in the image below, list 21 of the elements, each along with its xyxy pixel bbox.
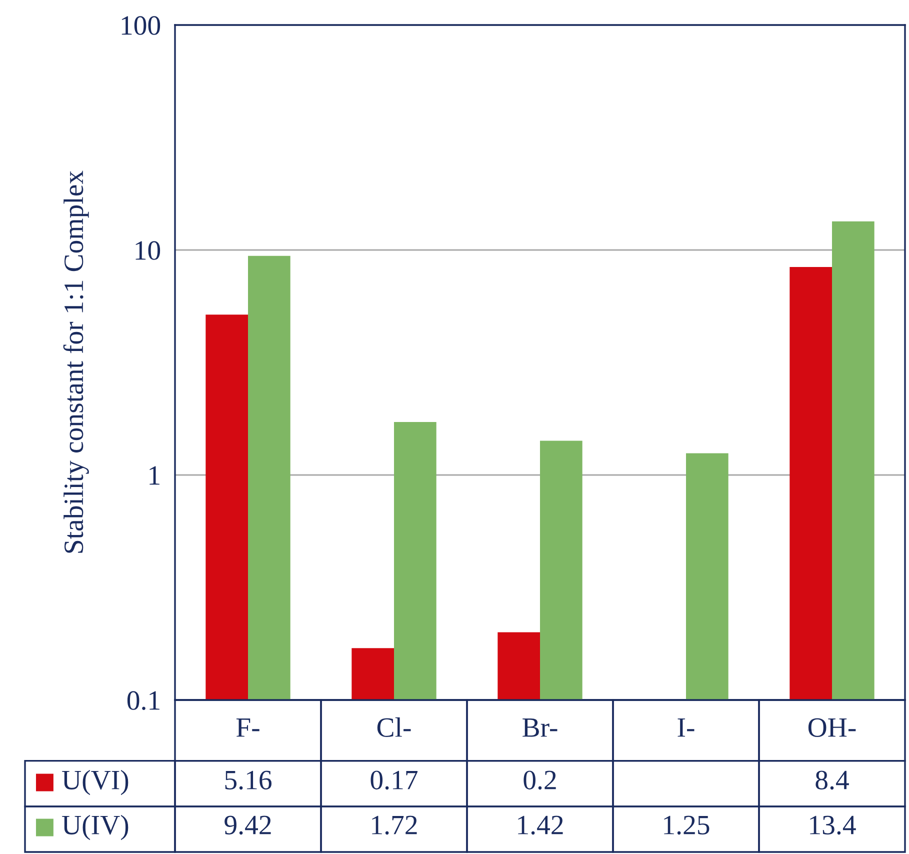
- y-tick-label: 10: [136, 241, 160, 260]
- data-label: 1.25: [664, 816, 710, 835]
- data-label: 1.42: [518, 816, 563, 835]
- data-label: 0.17: [370, 770, 418, 790]
- data-label: 13.4: [810, 816, 856, 835]
- data-label: 8.4: [816, 770, 849, 790]
- data-label: 1.72: [372, 816, 417, 835]
- x-tick-label: I-: [678, 718, 694, 737]
- x-tick-label: Cl-: [377, 717, 411, 737]
- data-label: 0.2: [524, 770, 556, 790]
- legend-label: U(IV): [62, 814, 128, 840]
- y-tick-label: 0.1: [127, 691, 160, 710]
- data-label: 9.42: [224, 816, 271, 835]
- y-tick-label: 1: [150, 466, 160, 485]
- y-tick-label: 100: [122, 16, 160, 35]
- legend-label: U(VI): [62, 770, 128, 796]
- y-axis-title: Stability constant for 1:1 Complex: [63, 170, 89, 553]
- x-tick-label: F-: [236, 718, 260, 737]
- x-tick-label: Br-: [522, 718, 558, 737]
- data-label: 5.16: [225, 770, 272, 790]
- x-tick-label: OH-: [808, 718, 856, 737]
